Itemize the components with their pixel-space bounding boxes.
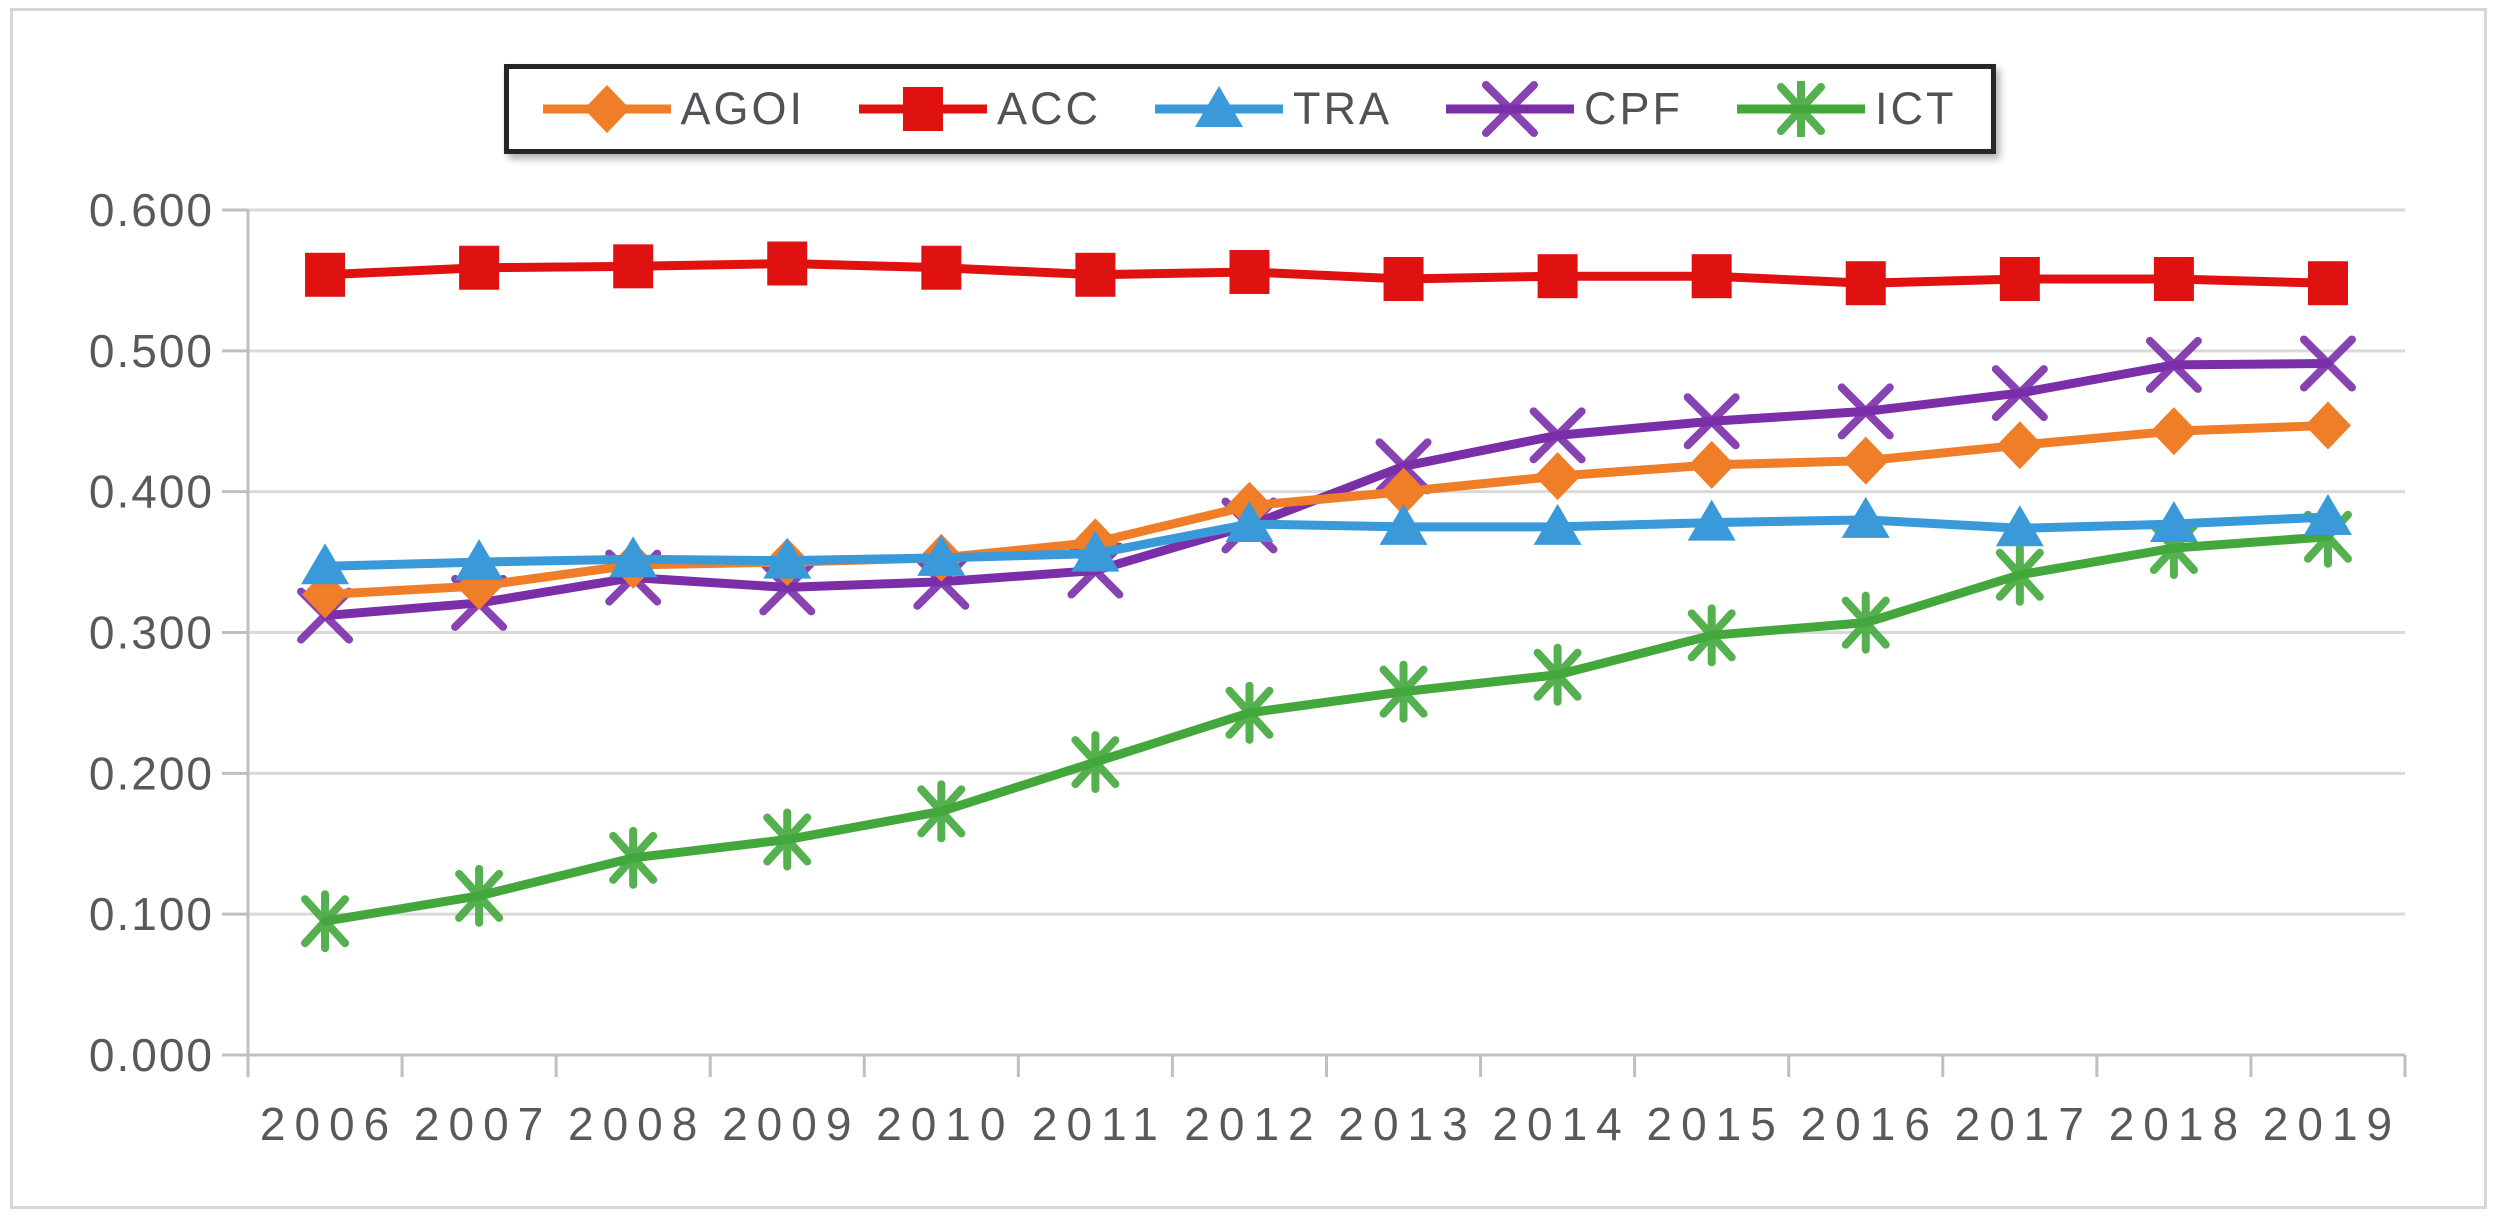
y-axis-tick-label: 0.400 [89, 466, 214, 518]
series-line-tra [320, 512, 2333, 571]
series-cpf [297, 335, 2356, 644]
x-axis-tick-label: 2015 [1647, 1098, 1785, 1150]
legend-item-cpf: CPF [1446, 81, 1683, 137]
y-axis-tick-label: 0.000 [89, 1029, 214, 1081]
legend-item-ict: ICT [1737, 81, 1957, 137]
series-tra [301, 494, 2352, 585]
acc-square-marker-icon [859, 87, 988, 131]
legend-label-cpf: CPF [1584, 83, 1684, 134]
x-axis-tick-label: 2012 [1184, 1098, 1322, 1150]
x-axis-tick-label: 2009 [722, 1098, 860, 1150]
chart-legend: AGOI ACC TRA CPF ICT [503, 64, 1996, 154]
x-axis-tick-label: 2014 [1492, 1098, 1630, 1150]
x-axis-tick-label: 2019 [2263, 1098, 2401, 1150]
legend-item-tra: TRA [1155, 81, 1392, 137]
agoi-diamond-marker-icon [542, 85, 671, 133]
cpf-x-marker-icon [1446, 81, 1575, 137]
ict-asterisk-marker-icon [1737, 81, 1866, 137]
legend-label-ict: ICT [1875, 83, 1957, 134]
legend-label-tra: TRA [1293, 83, 1393, 134]
series-acc [305, 241, 2348, 306]
x-axis-tick-label: 2016 [1801, 1098, 1939, 1150]
legend-item-agoi: AGOI [542, 81, 805, 137]
tra-triangle-marker-icon [1155, 86, 1284, 127]
y-axis-tick-label: 0.300 [89, 607, 214, 659]
series-ict [301, 505, 2352, 953]
x-axis-tick-label: 2007 [414, 1098, 552, 1150]
x-axis-tick-label: 2008 [568, 1098, 706, 1150]
series-line-acc [320, 259, 2333, 288]
series-line-ict [320, 532, 2333, 926]
x-axis-tick-label: 2006 [260, 1098, 398, 1150]
legend-label-acc: ACC [997, 83, 1102, 134]
y-axis-tick-label: 0.500 [89, 325, 214, 377]
x-axis-tick-label: 2018 [2109, 1098, 2247, 1150]
legend-item-acc: ACC [859, 81, 1101, 137]
legend-label-agoi: AGOI [680, 83, 806, 134]
series-line-agoi [320, 420, 2333, 599]
y-axis-tick-label: 0.600 [89, 184, 214, 236]
x-axis-tick-label: 2013 [1338, 1098, 1476, 1150]
x-axis-tick-label: 2011 [1032, 1098, 1167, 1150]
y-axis-tick-label: 0.100 [89, 888, 214, 940]
x-axis-tick-label: 2010 [876, 1098, 1014, 1150]
y-axis-tick-label: 0.200 [89, 747, 214, 799]
x-axis-tick-label: 2017 [1955, 1098, 2093, 1150]
